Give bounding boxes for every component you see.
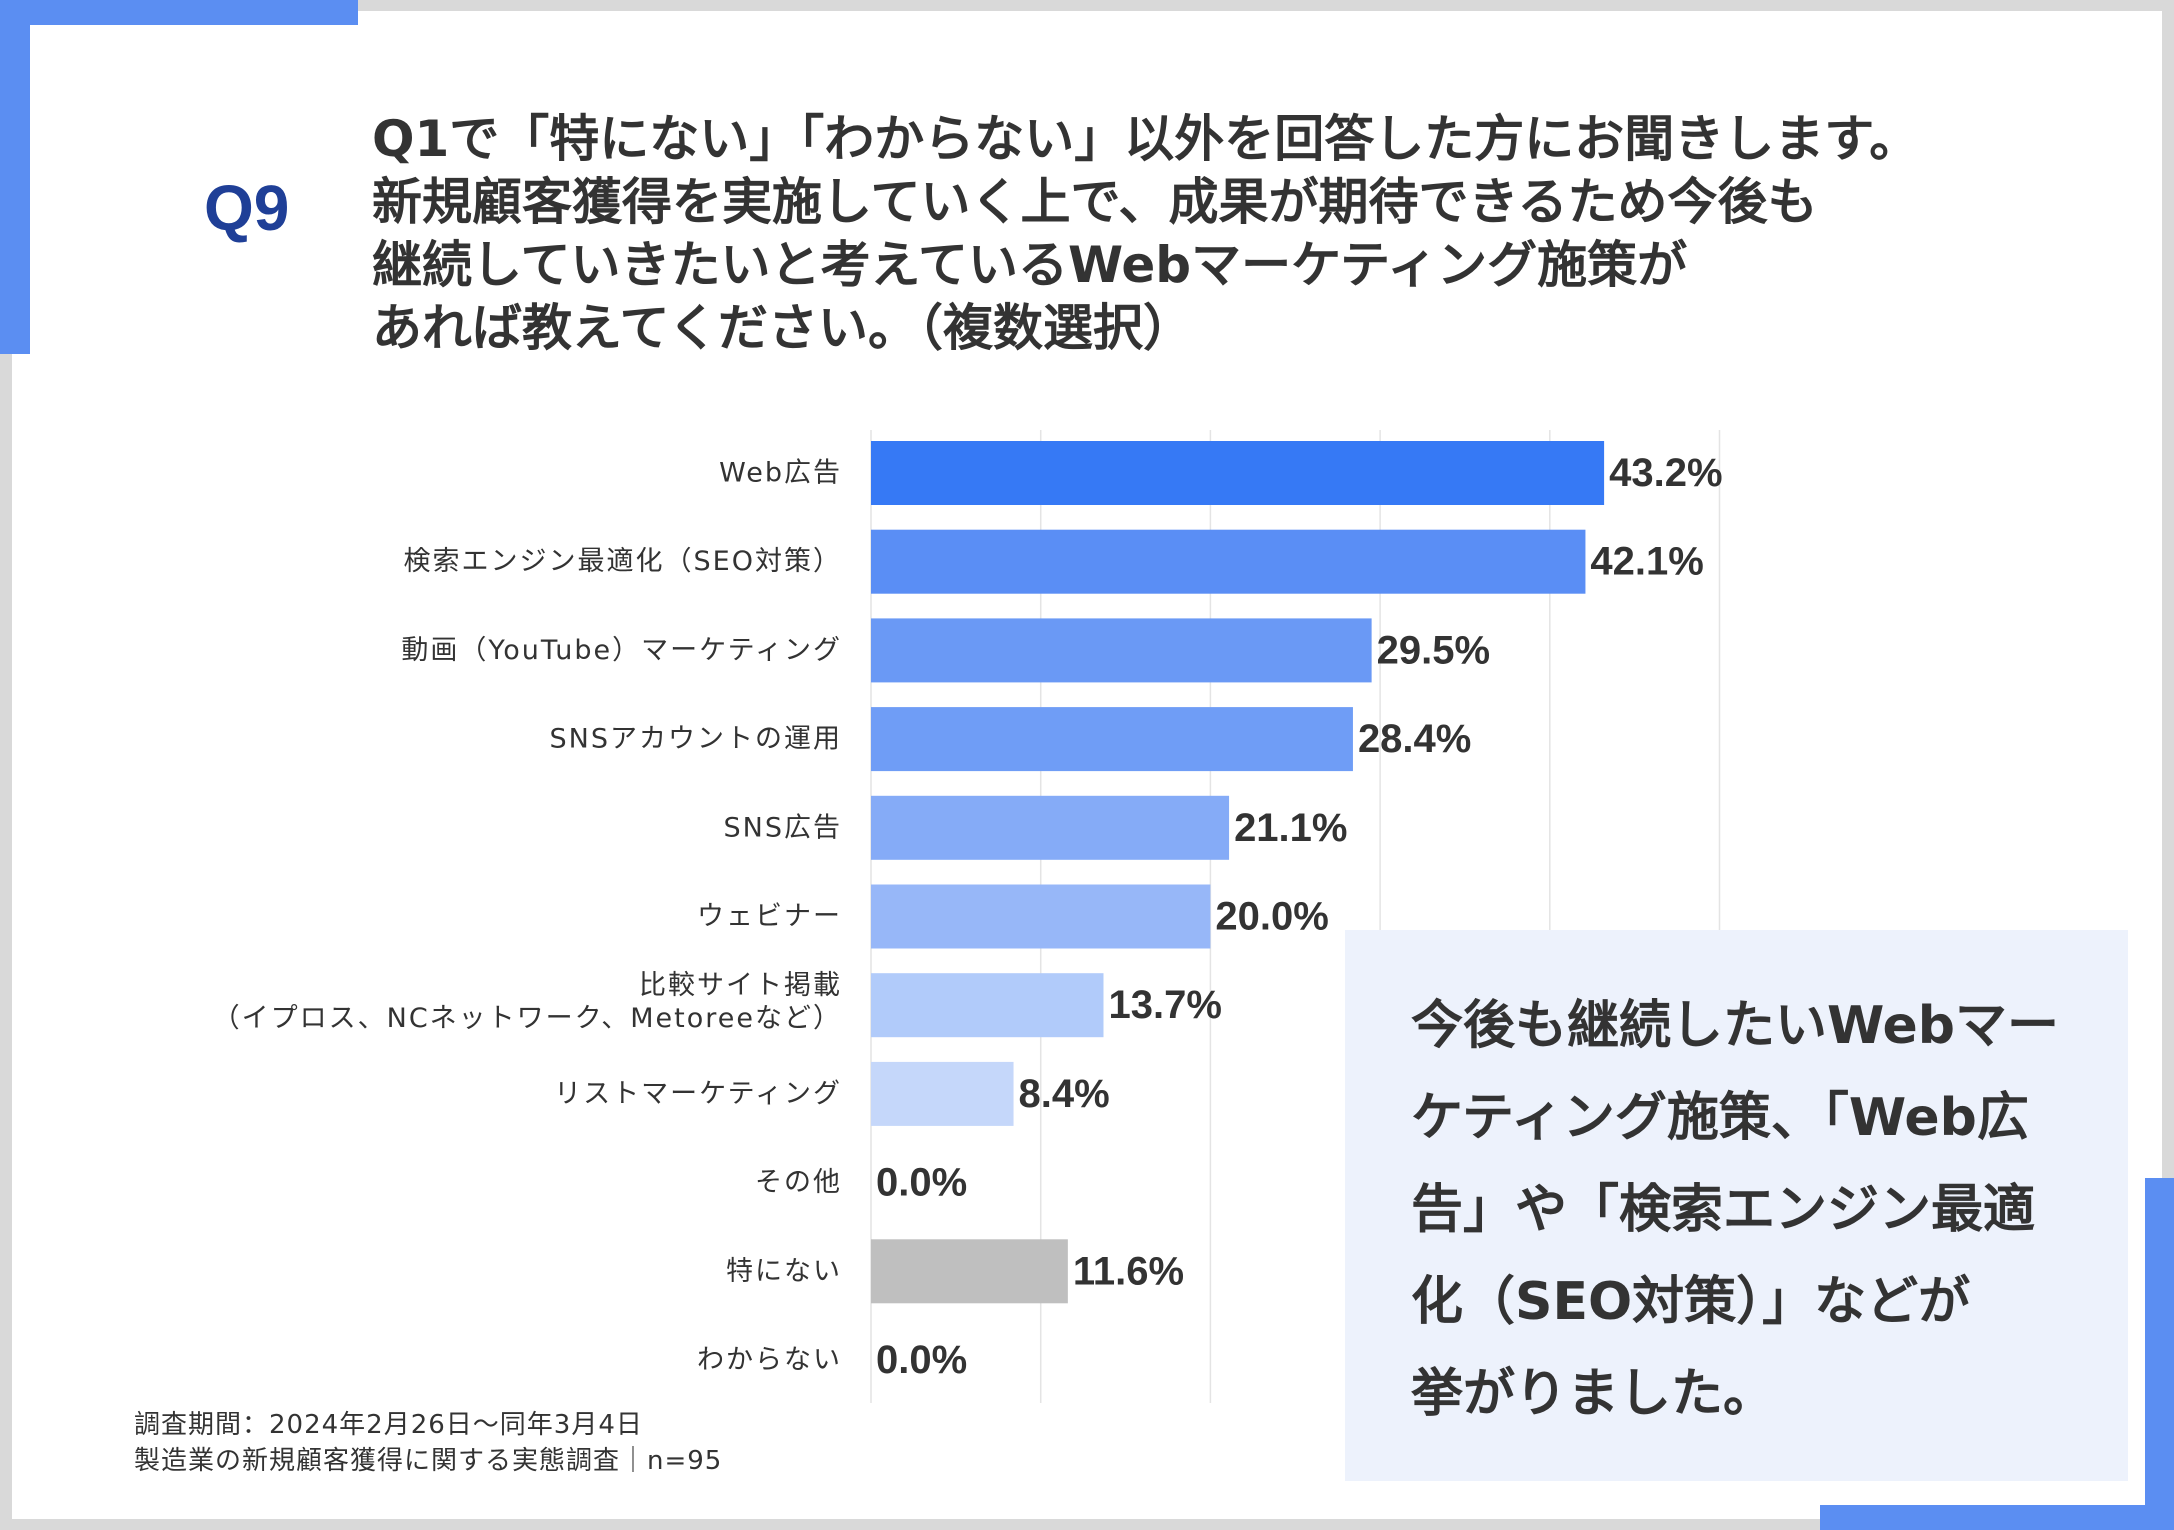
value-label: 0.0% [876,1338,967,1382]
category-label: ウェビナー [697,901,842,932]
category-label: 検索エンジン最適化（SEO対策） [404,546,842,577]
value-label: 42.1% [1590,540,1703,584]
category-label: SNS広告 [724,812,842,843]
category-label: リストマーケティング [554,1078,842,1109]
category-label: 動画（YouTube）マーケティング [401,635,842,666]
category-label: Web広告 [719,458,842,489]
value-label: 11.6% [1073,1249,1184,1293]
accent-bar-top-left-horizontal [0,0,358,25]
question-line: Q1で「特にない」「わからない」以外を回答した方にお聞きします。 [372,110,1920,168]
summary-line: 化（SEO対策）」などが [1411,1272,1971,1332]
bar [871,1061,1014,1126]
value-label: 0.0% [876,1161,967,1205]
survey-period: 調査期間：2024年2月26日〜同年3月4日 [134,1410,643,1440]
category-label: その他 [755,1167,842,1198]
category-label: SNSアカウントの運用 [550,724,842,755]
value-label: 8.4% [1019,1072,1110,1116]
summary-line: 挙がりました。 [1411,1364,1776,1424]
bar [871,795,1230,860]
category-label: 特にない [726,1256,842,1287]
value-label: 28.4% [1358,717,1471,761]
value-label: 13.7% [1108,983,1221,1027]
footnote: 調査期間：2024年2月26日〜同年3月4日 製造業の新規顧客獲得に関する実態調… [134,1407,722,1479]
bar [871,1239,1068,1304]
question-number: Q9 [204,172,290,244]
question-line: あれば教えてください。（複数選択） [372,299,1193,357]
question-line: 継続していきたいと考えているWebマーケティング施策が [372,236,1688,294]
bar [871,441,1605,505]
summary-line: 告」や「検索エンジン最適 [1411,1180,2036,1240]
accent-bar-bottom-right-vertical [2145,1178,2174,1530]
survey-name: 製造業の新規顧客獲得に関する実態調査｜n=95 [134,1446,723,1476]
summary-box: 今後も継続したいWebマー ケティング施策、「Web広 告」や「検索エンジン最適… [1345,930,2128,1481]
category-label-line: （イプロス、NCネットワーク、Metoreeなど） [213,1003,842,1034]
bar [871,618,1372,683]
value-label: 29.5% [1377,628,1490,672]
bar [871,973,1104,1038]
value-label: 20.0% [1215,895,1328,939]
category-label: わからない [697,1345,842,1376]
bar [871,884,1211,949]
question-line: 新規顧客獲得を実施していく上で、成果が期待できるため今後も [372,173,1818,231]
value-label: 21.1% [1234,806,1347,850]
value-label: 43.2% [1609,451,1722,495]
accent-bar-bottom-right-horizontal [1820,1505,2174,1530]
accent-bar-top-left-vertical [0,0,30,354]
summary-line: ケティング施策、「Web広 [1411,1088,2029,1148]
question-text: Q1で「特にない」「わからない」以外を回答した方にお聞きします。 新規顧客獲得を… [372,108,1919,360]
bar [871,707,1353,772]
category-label: 比較サイト掲載（イプロス、NCネットワーク、Metoreeなど） [213,970,842,1034]
category-label-line: 比較サイト掲載 [639,970,842,1001]
summary-line: 今後も継続したいWebマー [1411,996,2059,1056]
bar [871,529,1586,594]
